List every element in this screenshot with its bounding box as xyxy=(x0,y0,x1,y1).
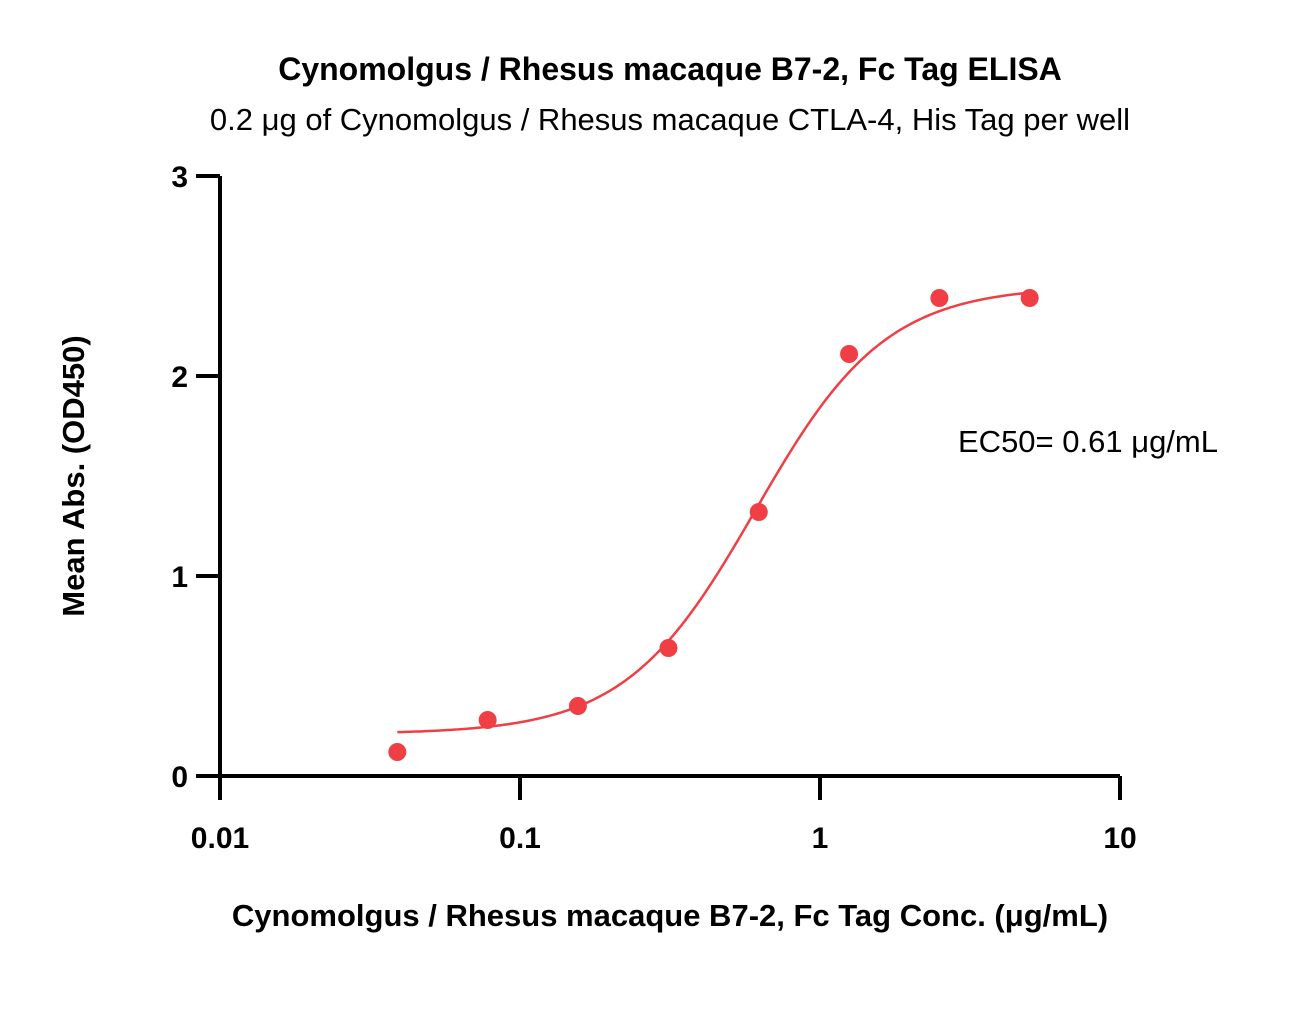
data-points-layer xyxy=(388,289,1039,761)
y-tick-label: 0 xyxy=(171,761,188,794)
x-axis-label: Cynomolgus / Rhesus macaque B7-2, Fc Tag… xyxy=(232,898,1108,933)
y-tick-label: 1 xyxy=(171,561,188,594)
fit-curve xyxy=(397,291,1030,734)
chart-subtitle: 0.2 μg of Cynomolgus / Rhesus macaque CT… xyxy=(210,102,1130,137)
data-point xyxy=(659,639,678,657)
data-point xyxy=(388,743,407,761)
chart-title: Cynomolgus / Rhesus macaque B7-2, Fc Tag… xyxy=(278,51,1062,87)
data-point xyxy=(568,697,587,715)
y-tick-label: 3 xyxy=(171,161,188,194)
x-ticks: 0.01 0.1 1 10 xyxy=(191,776,1137,855)
data-point xyxy=(840,345,859,363)
fit-curve-layer xyxy=(397,291,1030,734)
ec50-annotation: EC50= 0.61 μg/mL xyxy=(958,424,1218,459)
x-tick-label: 0.01 xyxy=(191,822,249,855)
axes: 0 1 2 3 0.01 0.1 1 10 xyxy=(171,161,1136,855)
data-point xyxy=(930,289,949,307)
data-point xyxy=(478,711,497,729)
y-axis-label: Mean Abs. (OD450) xyxy=(56,335,91,616)
data-point xyxy=(1020,289,1039,307)
x-tick-label: 0.1 xyxy=(499,822,541,855)
y-tick-label: 2 xyxy=(171,361,188,394)
x-tick-label: 10 xyxy=(1103,822,1136,855)
data-point xyxy=(749,503,768,521)
y-ticks: 0 1 2 3 xyxy=(171,161,220,794)
x-tick-label: 1 xyxy=(812,822,829,855)
